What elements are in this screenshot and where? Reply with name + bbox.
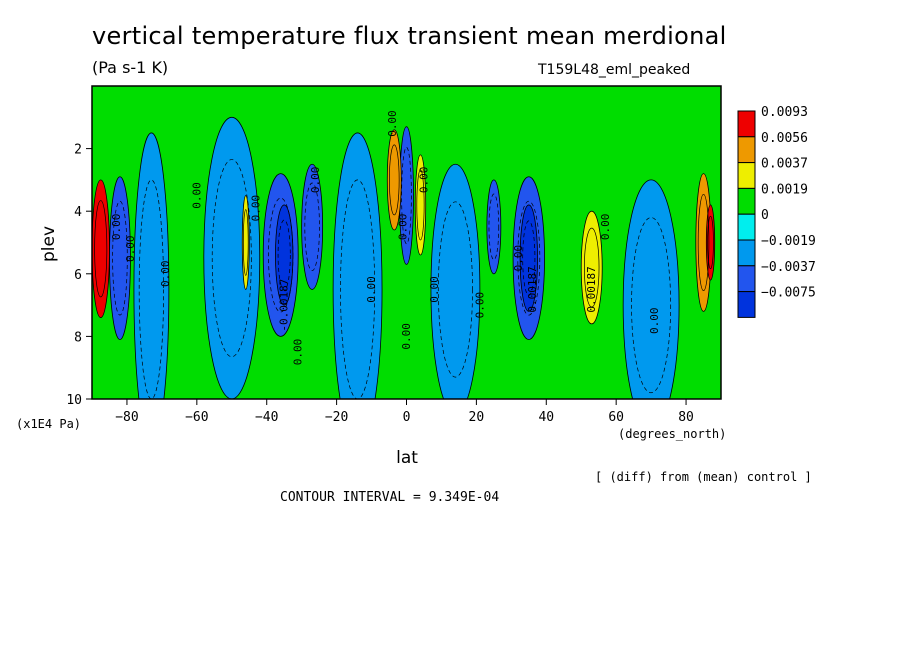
contour-interval: CONTOUR INTERVAL = 9.349E-04 [280,490,500,505]
contour-label-15: 0.00 [512,245,525,272]
color-legend: 0.0093 0.0056 0.0037 0.0019 0 −0.0019 −0.0037 −… [737,105,816,318]
contour-label-2: 0.00 [159,261,172,288]
legend-swatch-0 [737,110,756,138]
y-tick-label-0: 2 [74,143,82,158]
contour-line-7 [112,200,128,316]
contour-line-10 [584,227,600,308]
contour-line-13 [522,220,536,296]
contour-label-14: 0.00 [473,292,486,319]
contour-line-3 [437,201,473,378]
contour-label-3: 0.00 [190,182,203,209]
legend-label-5: −0.0019 [761,234,816,249]
contour-region-4 [133,132,170,399]
x-axis-units: (degrees_north) [618,427,726,441]
y-tick-label-2: 6 [74,268,82,283]
contour-line-16 [488,193,500,261]
legend-label-2: 0.0037 [761,157,808,172]
diff-note: [ (diff) from (mean) control ] [595,470,812,484]
contour-label-0: 0.00 [110,214,123,241]
x-tick-label-3: −20 [325,410,348,425]
contour-label-7: 0.00 [292,339,305,366]
y-tick-label-4: 10 [66,393,82,408]
contour-label-17: 0.00187 [585,266,598,312]
legend-label-4: 0 [761,208,769,223]
legend-swatch-7 [737,291,756,318]
contour-label-9: 0.00 [386,110,399,137]
contour-label-1: 0.00 [124,236,137,263]
contour-line-17 [416,169,425,241]
contour-label-11: 0.00 [400,323,413,350]
chart-title: vertical temperature flux transient mean… [92,22,727,50]
legend-label-3: 0.0019 [761,182,808,197]
legend-swatch-3 [737,187,756,215]
y-tick-label-1: 4 [74,205,82,220]
x-tick-label-0: −80 [115,410,138,425]
contour-label-12: 0.00 [417,167,430,194]
legend-label-0: 0.0093 [761,105,808,120]
contour-line-0 [211,159,252,358]
legend-swatch-2 [737,162,756,189]
contour-line-15 [389,144,400,216]
contour-line-19 [707,215,714,270]
chart-units: (Pa s-1 K) [92,58,169,77]
contour-line-14 [277,219,291,291]
contour-region-1 [332,132,383,399]
x-tick-label-2: −40 [255,410,278,425]
x-tick-label-1: −60 [185,410,208,425]
contour-line-5 [268,197,294,313]
y-tick-label-3: 8 [74,330,82,345]
legend-swatch-6 [737,265,756,293]
contour-region-3 [430,163,481,399]
x-tick-label-4: 0 [403,410,411,425]
legend-label-1: 0.0056 [761,131,808,146]
x-tick-label-8: 80 [678,410,694,425]
contour-line-11 [697,193,710,292]
contour-line-9 [94,200,108,298]
contour-line-6 [517,200,541,316]
x-tick-label-5: 20 [469,410,485,425]
contour-label-19: 0.00 [648,308,661,335]
contour-line-2 [631,217,672,394]
legend-swatch-1 [737,136,756,164]
contour-label-10: 0.00 [397,214,410,241]
contour-label-5: -0.00187 [278,279,291,332]
contour-line-4 [138,179,164,399]
x-axis-label: lat [396,448,418,468]
contour-label-13: 0.00 [428,276,441,303]
legend-label-7: −0.0075 [761,286,816,301]
contour-label-18: 0.00 [599,214,612,241]
contour-line-18 [242,209,249,276]
x-tick-label-6: 40 [538,410,554,425]
x-tick-label-7: 60 [608,410,624,425]
contour-line-1 [340,179,376,399]
contour-line-8 [304,182,320,272]
legend-swatch-5 [737,239,756,267]
contour-label-8: 0.00 [365,276,378,303]
run-label: T159L48_eml_peaked [538,62,691,78]
contour-label-16: 0.00187 [526,266,539,312]
y-axis-label: plev [39,226,59,262]
y-axis-units: (x1E4 Pa) [16,417,81,431]
contour-label-4: 0.00 [250,195,263,222]
legend-label-6: −0.0037 [761,260,816,275]
contour-region-2 [622,179,680,399]
legend-swatch-4 [737,213,756,241]
contour-label-6: 0.00 [309,167,322,194]
